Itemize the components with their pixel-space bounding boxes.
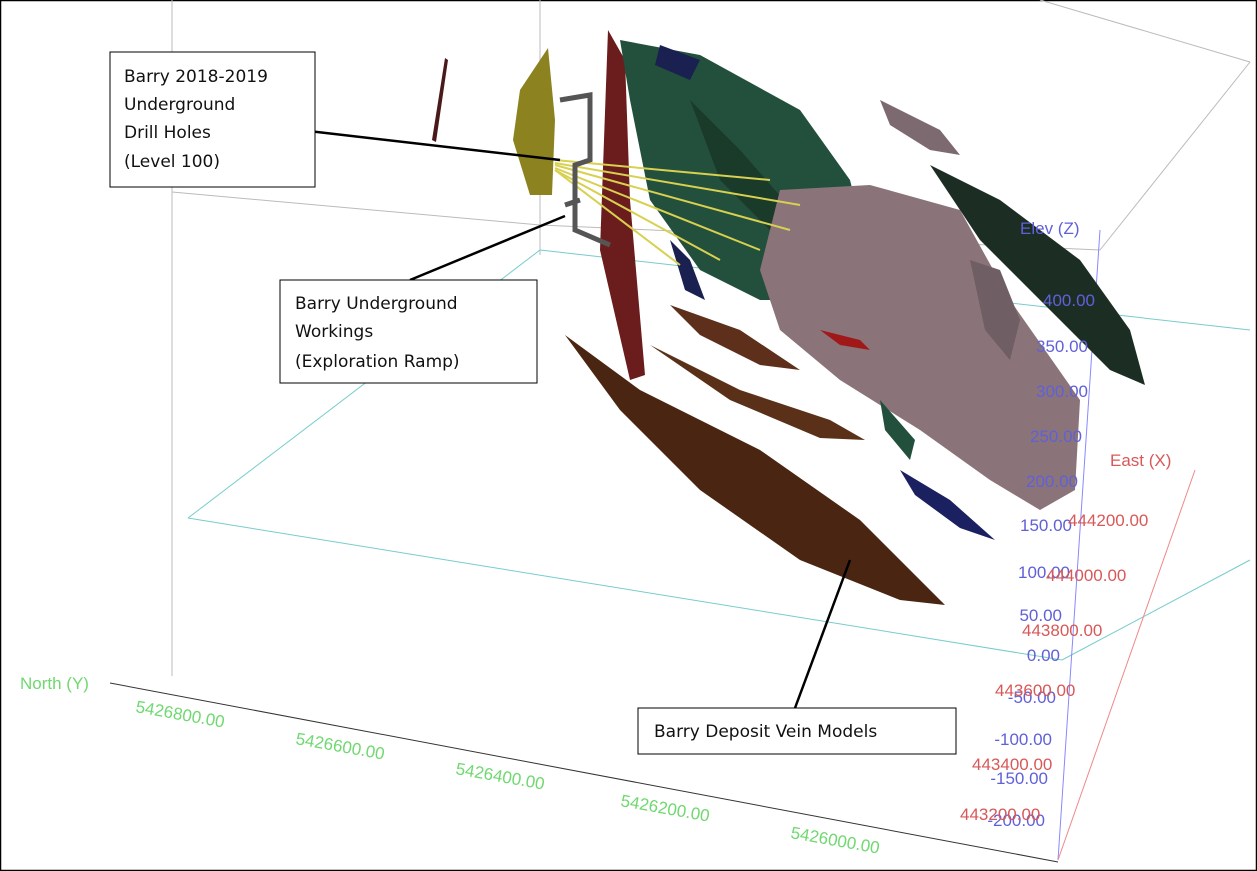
z-tick-label: 350.00 xyxy=(1036,337,1088,356)
underground-workings xyxy=(559,92,611,248)
z-tick-label: 150.00 xyxy=(1020,516,1072,535)
x-tick-label: 443800.00 xyxy=(1022,621,1102,640)
x-tick-label: 443400.00 xyxy=(972,755,1052,774)
callout-text: Workings xyxy=(295,322,373,342)
z-tick-label: 300.00 xyxy=(1036,382,1088,401)
x-axis-label: East (X) xyxy=(1110,451,1171,470)
vein-models xyxy=(432,30,1145,605)
callout-text: Drill Holes xyxy=(124,123,211,143)
callout-text: (Exploration Ramp) xyxy=(295,352,460,372)
x-tick-label: 443600.00 xyxy=(995,681,1075,700)
callout-text: (Level 100) xyxy=(124,152,220,172)
callout-workings: Barry Underground Workings (Exploration … xyxy=(279,279,538,384)
callout-drill-holes: Barry 2018-2019 Underground Drill Holes … xyxy=(109,51,316,188)
callout-box xyxy=(109,51,316,188)
z-tick-label: 100.00 xyxy=(1018,563,1070,582)
z-tick-label: -50.00 xyxy=(1008,688,1056,707)
z-tick-label: 50.00 xyxy=(1019,606,1062,625)
x-tick-label: 443200.00 xyxy=(960,805,1040,824)
callout-box xyxy=(637,707,957,755)
z-tick-label: -150.00 xyxy=(990,769,1048,788)
z-axis-label: Elev (Z) xyxy=(1020,219,1080,238)
callout-text: Underground xyxy=(124,95,235,115)
callout-text: Barry Deposit Vein Models xyxy=(654,722,877,742)
callout-text: Barry Underground xyxy=(295,294,458,314)
callout-text: Barry 2018-2019 xyxy=(124,67,268,87)
z-tick-label: 250.00 xyxy=(1030,427,1082,446)
callout-veins: Barry Deposit Vein Models xyxy=(637,707,957,755)
x-tick-label: 444000.00 xyxy=(1046,566,1126,585)
x-tick-label: 444200.00 xyxy=(1068,511,1148,530)
y-axis-label: North (Y) xyxy=(20,674,89,693)
z-tick-label: -100.00 xyxy=(994,730,1052,749)
callout-box xyxy=(279,279,538,384)
z-tick-label: 200.00 xyxy=(1026,472,1078,491)
z-tick-label: -200.00 xyxy=(987,811,1045,830)
z-tick-label: 0.00 xyxy=(1027,646,1060,665)
z-tick-label: 400.00 xyxy=(1043,291,1095,310)
